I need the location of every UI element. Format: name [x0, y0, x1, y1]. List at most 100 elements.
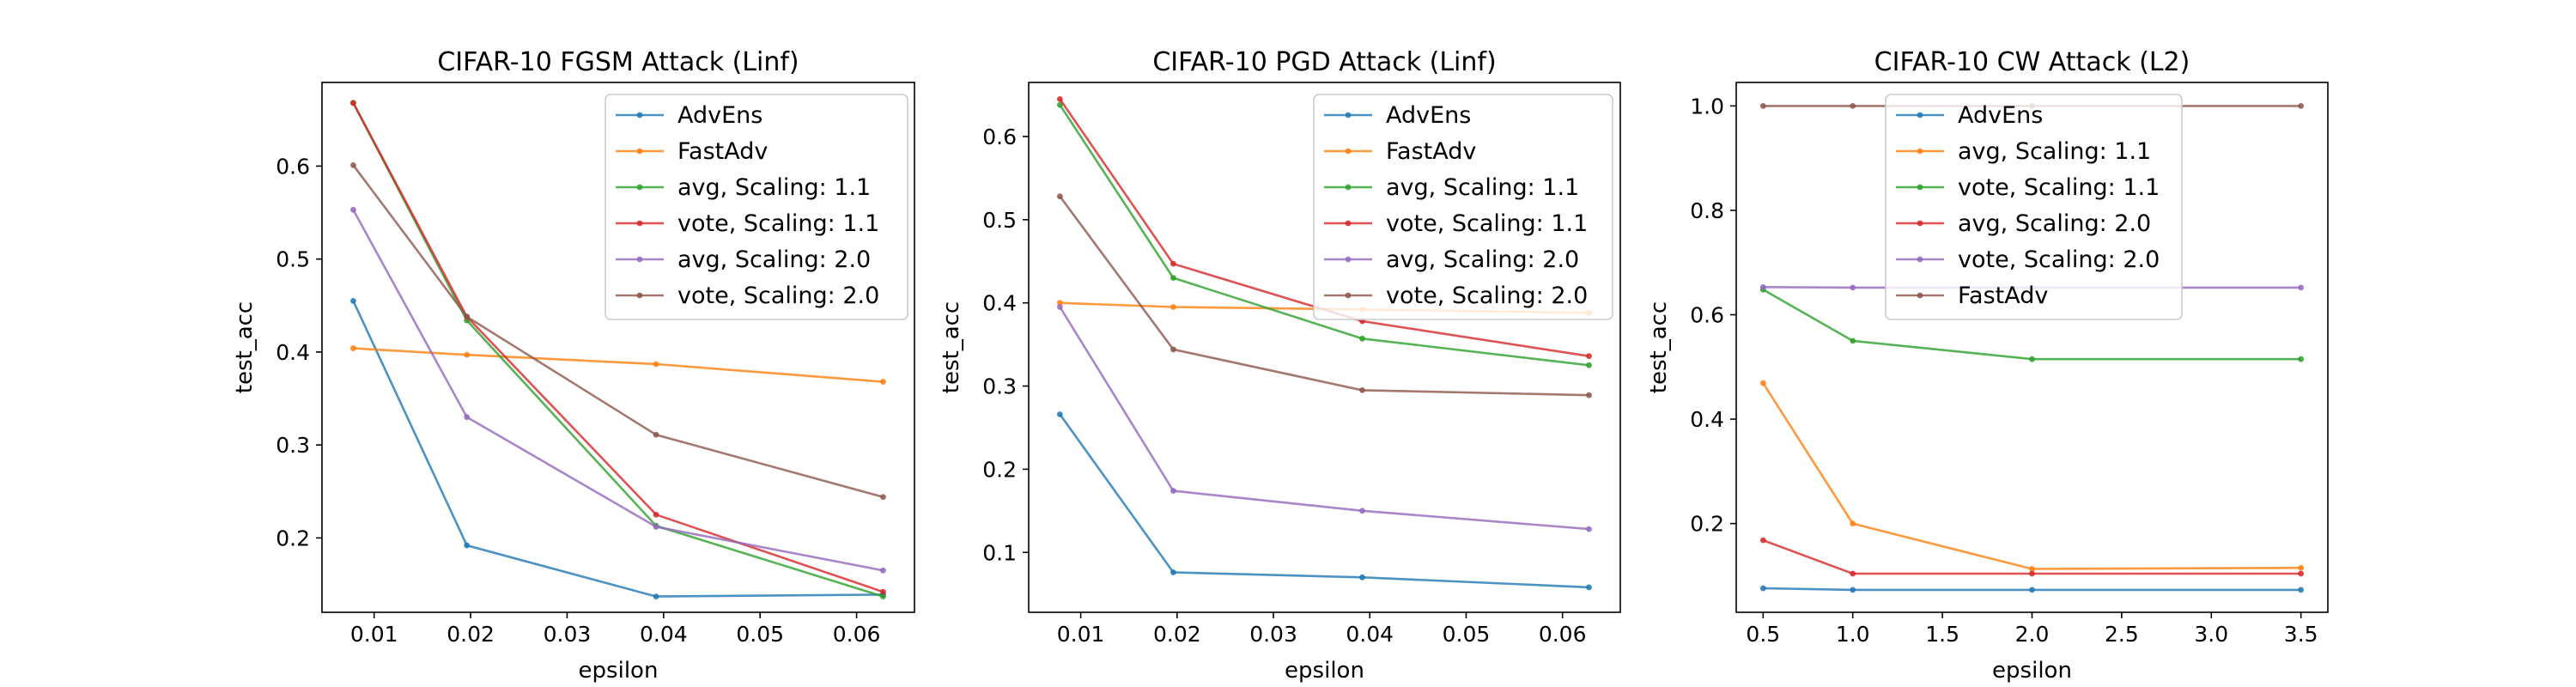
legend-swatch-marker — [1345, 292, 1352, 299]
x-axis-label: epsilon — [1992, 658, 2072, 684]
x-tick-label: 0.02 — [1153, 622, 1201, 647]
legend-swatch-marker — [636, 148, 643, 155]
series-line — [353, 347, 884, 383]
x-tick-label: 0.03 — [544, 622, 592, 647]
plot-frame — [321, 82, 915, 613]
y-axis-label: test_acc — [232, 301, 258, 393]
x-tick-label: 0.04 — [640, 622, 688, 647]
x-tick-label: 1.5 — [1925, 622, 1959, 647]
legend-swatch-marker — [1345, 148, 1352, 155]
data-point — [1056, 304, 1063, 310]
data-point — [2029, 356, 2035, 362]
legend-swatch-marker — [636, 220, 643, 227]
legend-swatch-marker — [636, 292, 643, 299]
data-point — [653, 511, 659, 518]
legend-label: AdvEns — [677, 102, 762, 129]
data-point — [1850, 587, 1856, 593]
legend-swatch-marker — [1917, 256, 1923, 263]
x-axis-label: epsilon — [1285, 658, 1364, 684]
chart-title: CIFAR-10 FGSM Attack (Linf) — [437, 47, 799, 77]
series-line — [1763, 587, 2301, 592]
series-line — [352, 209, 884, 572]
x-tick-label: 0.5 — [1746, 622, 1780, 647]
legend-box — [1885, 94, 2183, 320]
data-point — [2298, 587, 2305, 593]
data-point — [1170, 260, 1176, 267]
y-axis-label: test_acc — [939, 301, 964, 393]
series-line — [1762, 382, 2301, 570]
data-point — [1359, 508, 1365, 514]
legend-swatch-marker — [636, 184, 643, 191]
data-point — [2029, 587, 2035, 593]
data-point — [1170, 488, 1176, 494]
data-point — [1586, 526, 1592, 532]
plot-frame — [1735, 82, 2329, 613]
data-point — [464, 351, 471, 358]
legend-label: vote, Scaling: 2.0 — [1958, 246, 2160, 273]
data-point — [1759, 537, 1766, 544]
chart-panel-2: CIFAR-10 PGD Attack (Linf) 0.01 0.02 0.03 0.… — [939, 47, 1621, 684]
y-tick-label: 0.6 — [982, 125, 1017, 149]
legend-label: avg, Scaling: 2.0 — [1958, 210, 2151, 237]
legend-swatch-marker — [1917, 184, 1923, 191]
data-point — [1759, 585, 1766, 592]
data-point — [2029, 570, 2035, 577]
data-point — [2298, 564, 2305, 571]
legend-swatch-marker — [1345, 256, 1352, 263]
legend-label: avg, Scaling: 1.1 — [1958, 138, 2151, 165]
legend-swatch-marker — [636, 256, 643, 263]
data-point — [653, 593, 659, 599]
legend-swatch-marker — [1917, 292, 1923, 299]
legend-label: FastAdv — [1386, 138, 1476, 165]
chart-panel-1: CIFAR-10 FGSM Attack (Linf) 0.01 0.02 0.03 0… — [232, 47, 915, 684]
data-point — [350, 206, 356, 213]
legend: AdvEns FastAdv avg, Scaling: 1.1 vote, Scal… — [605, 94, 908, 320]
series-line — [1059, 306, 1589, 531]
data-point — [464, 313, 471, 320]
y-tick-label: 0.3 — [276, 433, 310, 458]
data-point — [653, 431, 659, 438]
x-tick-label: 0.01 — [350, 622, 398, 647]
x-tick-label: 2.5 — [2105, 622, 2139, 647]
data-point — [350, 297, 356, 304]
legend-box — [605, 94, 908, 320]
y-tick-label: 0.5 — [982, 208, 1017, 233]
y-tick-label: 0.5 — [276, 247, 310, 272]
x-tick-label: 0.06 — [833, 622, 881, 647]
legend-label: vote, Scaling: 2.0 — [677, 283, 879, 309]
x-tick-label: 0.05 — [1443, 622, 1491, 647]
data-point — [1586, 392, 1592, 398]
chart-panel-3: CIFAR-10 CW Attack (L2) 0.5 1.0 1.5 2.0 2.5 3.… — [1646, 47, 2329, 684]
series-line — [1059, 104, 1589, 367]
data-point — [653, 361, 659, 368]
y-axis-label: test_acc — [1646, 301, 1672, 393]
y-tick-label: 0.4 — [982, 291, 1017, 316]
x-axis-label: epsilon — [579, 658, 659, 684]
data-point — [1056, 101, 1063, 108]
legend-label: avg, Scaling: 1.1 — [677, 174, 871, 201]
data-point — [1170, 304, 1176, 310]
y-tick-label: 0.2 — [982, 457, 1017, 482]
data-point — [2298, 356, 2305, 362]
data-point — [1759, 283, 1766, 290]
legend-label: FastAdv — [1958, 283, 2048, 309]
legend-swatch-marker — [1917, 112, 1923, 119]
data-point — [1170, 275, 1176, 282]
y-tick-label: 0.2 — [1690, 512, 1724, 537]
data-point — [1586, 584, 1592, 591]
data-point — [880, 379, 886, 385]
data-point — [464, 542, 471, 549]
y-tick-label: 0.6 — [276, 154, 310, 179]
legend: AdvEns avg, Scaling: 1.1 vote, Scaling: 1.… — [1885, 94, 2183, 320]
data-point — [464, 414, 471, 421]
x-tick-label: 0.04 — [1346, 622, 1394, 647]
legend-swatch-marker — [1345, 184, 1352, 191]
data-point — [1586, 353, 1592, 360]
series-line — [1059, 98, 1589, 357]
x-tick-label: 3.5 — [2284, 622, 2318, 647]
data-point — [1359, 574, 1365, 581]
legend-label: vote, Scaling: 1.1 — [677, 210, 879, 237]
data-point — [880, 593, 886, 599]
data-point — [880, 494, 886, 501]
